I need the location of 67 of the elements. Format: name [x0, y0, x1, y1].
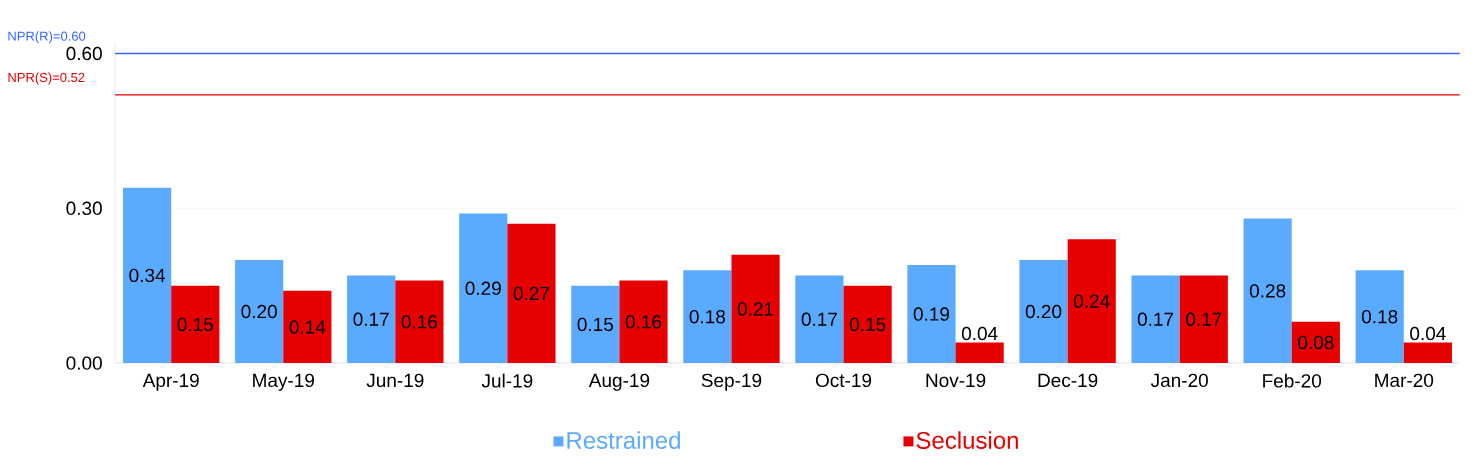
data-label: 0.28 [1249, 284, 1286, 298]
bar [907, 265, 956, 364]
bar [1243, 218, 1292, 364]
bar [123, 187, 172, 364]
bar [795, 275, 844, 364]
y-tick-label: 0.00 [66, 356, 102, 371]
bar [843, 285, 892, 364]
data-label: 0.20 [241, 305, 277, 319]
x-tick-label: Nov-19 [926, 373, 986, 388]
data-label: 0.21 [737, 302, 774, 316]
y-tick-label: 0.30 [66, 201, 102, 216]
y-tick-label: 0.60 [66, 47, 102, 61]
legend-label: Seclusion [916, 431, 1018, 450]
legend-label: Restrained [567, 431, 680, 450]
bar [1179, 275, 1228, 364]
bar [1355, 270, 1404, 364]
ref-line-label: NPR(R)=0.60 [8, 31, 86, 44]
data-label: 0.27 [513, 286, 549, 301]
data-label: 0.16 [401, 315, 438, 329]
bar [459, 213, 508, 364]
data-label: 0.17 [1186, 312, 1222, 327]
bar [683, 270, 732, 364]
bar [1403, 342, 1452, 364]
data-label: 0.18 [1361, 310, 1398, 324]
bar [395, 280, 444, 364]
bar [731, 254, 780, 364]
data-label: 0.04 [961, 327, 998, 341]
bar [955, 342, 1004, 364]
x-tick-label: Feb-20 [1263, 373, 1322, 388]
ref-line-label: NPR(S)=0.52 [8, 72, 85, 85]
data-label: 0.14 [289, 320, 326, 334]
x-tick-label: Jun-19 [366, 373, 424, 388]
data-label: 0.18 [689, 310, 726, 324]
x-tick-label: Jan-20 [1150, 373, 1208, 388]
bar [571, 285, 620, 364]
data-label: 0.15 [849, 317, 886, 332]
data-label: 0.15 [177, 317, 213, 332]
x-tick-label: Aug-19 [588, 373, 650, 392]
data-label: 0.17 [801, 312, 837, 327]
x-tick-label: May-19 [253, 373, 315, 392]
x-tick-label: Sep-19 [701, 373, 762, 392]
x-tick-label: Dec-19 [1038, 373, 1098, 388]
x-tick-label: Mar-20 [1375, 373, 1434, 388]
data-label: 0.08 [1298, 335, 1334, 350]
data-label: 0.16 [625, 315, 662, 329]
bar [507, 224, 556, 364]
x-tick-label: Jul-19 [481, 373, 533, 388]
data-label: 0.17 [1137, 312, 1174, 327]
bar [347, 275, 396, 364]
data-label: 0.17 [353, 312, 389, 327]
x-tick-label: Oct-19 [815, 373, 872, 388]
x-tick-label: Apr-19 [142, 373, 199, 392]
data-label: 0.24 [1073, 294, 1110, 309]
bar [1131, 275, 1180, 364]
data-label: 0.29 [465, 281, 501, 296]
bar [235, 260, 284, 364]
bar [1291, 322, 1340, 364]
bar [1019, 260, 1068, 364]
data-label: 0.19 [913, 307, 950, 322]
bar [619, 280, 668, 364]
data-label: 0.15 [577, 317, 614, 332]
bar [283, 291, 332, 364]
bar [171, 285, 220, 364]
data-label: 0.20 [1025, 305, 1062, 319]
data-label: 0.04 [1410, 327, 1446, 341]
bar [1067, 239, 1116, 364]
data-label: 0.34 [129, 268, 166, 283]
